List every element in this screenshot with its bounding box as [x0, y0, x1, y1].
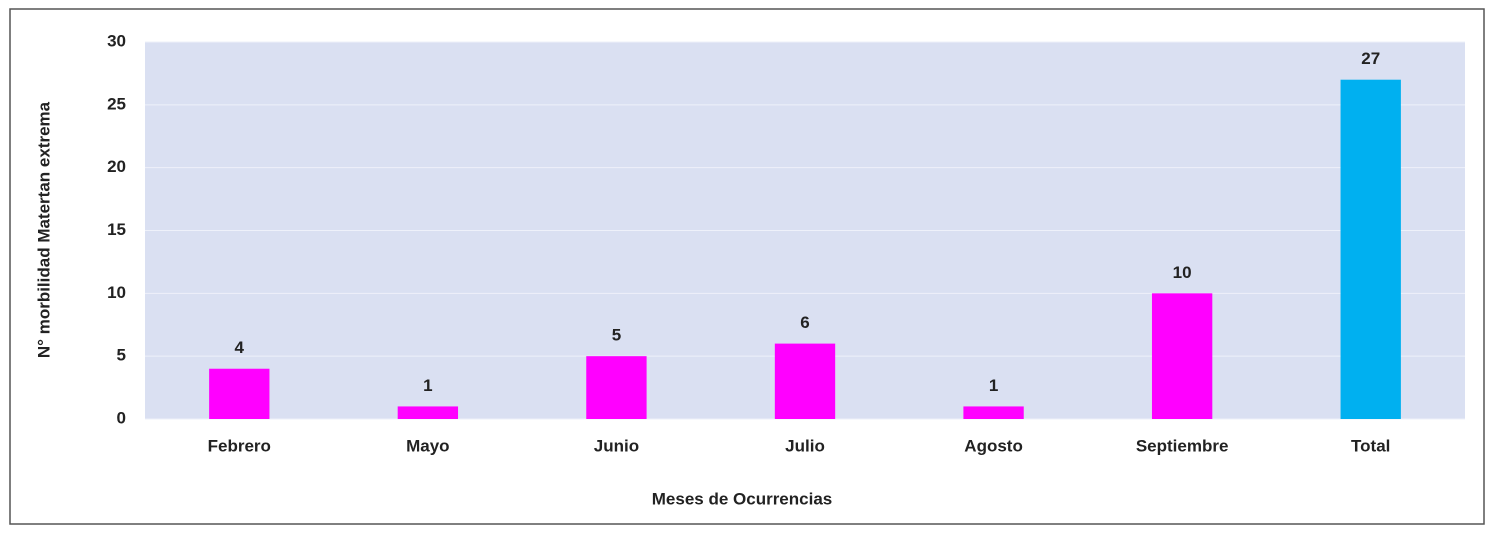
x-axis-label: Meses de Ocurrencias — [652, 489, 832, 508]
bar — [1151, 293, 1213, 419]
bar — [397, 406, 459, 419]
y-tick-label: 20 — [107, 157, 126, 176]
x-tick-label: Septiembre — [1136, 436, 1229, 455]
y-tick-label: 5 — [117, 346, 126, 365]
bar — [963, 406, 1024, 419]
data-label: 5 — [612, 326, 621, 345]
x-tick-label: Mayo — [406, 436, 449, 455]
data-label: 10 — [1173, 263, 1192, 282]
x-tick-label: Julio — [785, 436, 825, 455]
x-tick-label: Total — [1351, 436, 1390, 455]
chart-border — [9, 8, 1485, 525]
bar — [209, 368, 270, 419]
data-label: 1 — [423, 376, 432, 395]
y-tick-label: 10 — [107, 283, 126, 302]
y-axis-label: N° morbilidad Matertan extrema — [34, 101, 53, 358]
data-label: 6 — [800, 313, 809, 332]
y-tick-label: 30 — [107, 31, 126, 50]
y-tick-label: 25 — [107, 94, 126, 113]
bar — [1340, 79, 1401, 419]
y-tick-label: 0 — [117, 408, 126, 427]
data-label: 27 — [1361, 49, 1380, 68]
data-label: 1 — [989, 376, 998, 395]
data-label: 4 — [235, 338, 245, 357]
x-tick-label: Junio — [594, 436, 639, 455]
bar — [586, 356, 647, 419]
x-tick-label: Agosto — [964, 436, 1023, 455]
y-tick-label: 15 — [107, 220, 126, 239]
x-tick-label: Febrero — [208, 436, 271, 455]
bar — [774, 343, 836, 419]
